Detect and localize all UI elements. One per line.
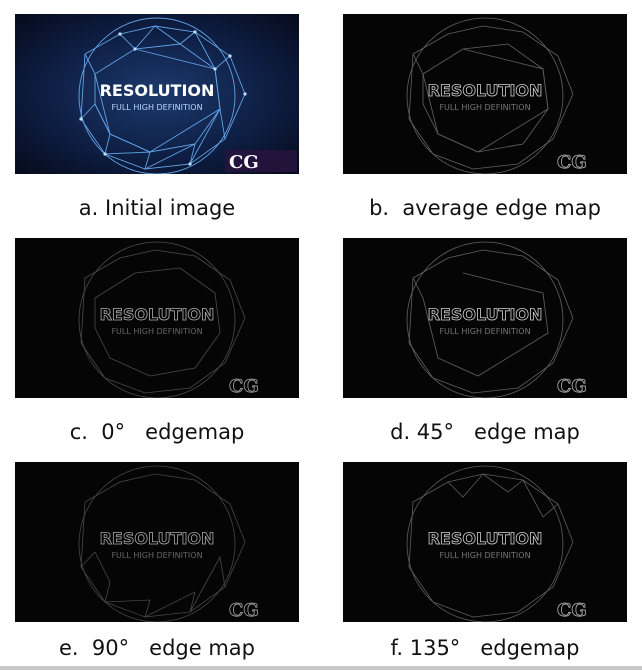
caption-a: a. Initial image — [78, 196, 236, 220]
caption-b: b. average edge map — [369, 196, 601, 220]
caption-f: f. 135° edgemap — [390, 636, 580, 660]
caption-e: e. 90° edge map — [58, 636, 256, 660]
edge-map-graphic: RESOLUTION FULL HIGH DEFINITION CG — [15, 462, 299, 622]
edge-map-graphic: RESOLUTION FULL HIGH DEFINITION CG — [343, 462, 627, 622]
title-text: RESOLUTION — [428, 529, 543, 548]
title-text: RESOLUTION — [428, 305, 543, 324]
edge-map-0-image: RESOLUTION FULL HIGH DEFINITION CG — [15, 238, 299, 398]
subtitle-text: FULL HIGH DEFINITION — [439, 551, 530, 560]
edge-map-graphic: RESOLUTION FULL HIGH DEFINITION CG — [343, 14, 627, 174]
title-text: RESOLUTION — [100, 529, 215, 548]
caption-d: d. 45° edge map — [390, 420, 580, 444]
title-text: RESOLUTION — [100, 305, 215, 324]
average-edge-map-image: RESOLUTION FULL HIGH DEFINITION CG — [343, 14, 627, 174]
subtitle-text: FULL HIGH DEFINITION — [439, 327, 530, 336]
edge-map-90-image: RESOLUTION FULL HIGH DEFINITION CG — [15, 462, 299, 622]
logo-text: CG — [557, 152, 587, 173]
subtitle-text: FULL HIGH DEFINITION — [439, 103, 530, 112]
subtitle-text: FULL HIGH DEFINITION — [111, 327, 202, 336]
subtitle-text: FULL HIGH DEFINITION — [111, 551, 202, 560]
initial-image: RESOLUTION FULL HIGH DEFINITION CG — [15, 14, 299, 174]
subtitle-text: FULL HIGH DEFINITION — [111, 103, 202, 112]
edge-map-135-image: RESOLUTION FULL HIGH DEFINITION CG — [343, 462, 627, 622]
edge-map-45-image: RESOLUTION FULL HIGH DEFINITION CG — [343, 238, 627, 398]
bottom-border — [0, 666, 642, 670]
logo-text: CG — [229, 152, 259, 173]
logo-text: CG — [557, 376, 587, 397]
initial-image-graphic: RESOLUTION FULL HIGH DEFINITION CG — [15, 14, 299, 174]
title-text: RESOLUTION — [100, 81, 215, 100]
logo-text: CG — [229, 600, 259, 621]
edge-map-graphic: RESOLUTION FULL HIGH DEFINITION CG — [15, 238, 299, 398]
title-text: RESOLUTION — [428, 81, 543, 100]
logo-text: CG — [229, 376, 259, 397]
logo-text: CG — [557, 600, 587, 621]
caption-c: c. 0° edgemap — [69, 420, 245, 444]
edge-map-graphic: RESOLUTION FULL HIGH DEFINITION CG — [343, 238, 627, 398]
